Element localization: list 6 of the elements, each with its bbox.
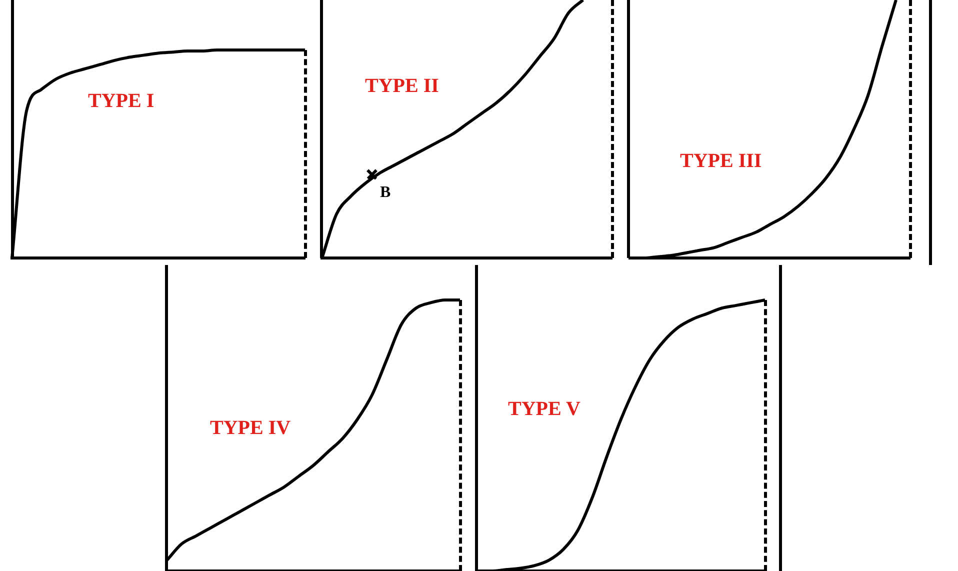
text: TYPE V: [508, 398, 580, 421]
annotation: B: [380, 184, 391, 202]
text: TYPE IV: [210, 417, 291, 440]
text: TYPE I: [88, 90, 154, 113]
text: TYPE III: [680, 150, 762, 173]
text: TYPE II: [365, 75, 439, 98]
